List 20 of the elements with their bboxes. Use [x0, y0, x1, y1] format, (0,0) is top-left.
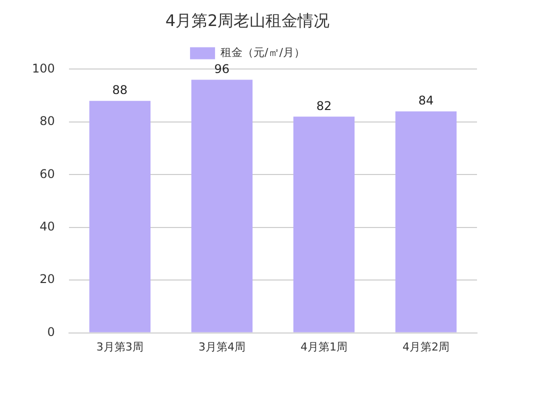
x-tick-label: 4月第1周 — [300, 340, 348, 354]
data-label: 84 — [418, 94, 434, 108]
data-label: 88 — [112, 82, 128, 97]
y-tick-label: 60 — [40, 166, 55, 181]
bar — [191, 80, 253, 332]
y-tick-label: 20 — [40, 272, 55, 286]
x-tick-label: 4月第2周 — [402, 340, 450, 354]
legend-label: 租金（元/㎡/月） — [220, 46, 305, 60]
data-label: 82 — [316, 98, 332, 113]
bar — [395, 111, 457, 332]
x-tick-label: 3月第3周 — [96, 340, 144, 354]
chart-title: 4月第2周老山租金情况 — [165, 10, 330, 30]
y-tick-label: 100 — [32, 61, 55, 76]
y-tick-label: 0 — [47, 324, 55, 339]
bar — [293, 116, 355, 332]
y-tick-label: 80 — [40, 114, 55, 128]
x-tick-label: 3月第4周 — [198, 340, 246, 354]
data-label: 96 — [214, 62, 230, 76]
y-tick-label: 40 — [40, 219, 55, 234]
bar — [89, 100, 151, 332]
